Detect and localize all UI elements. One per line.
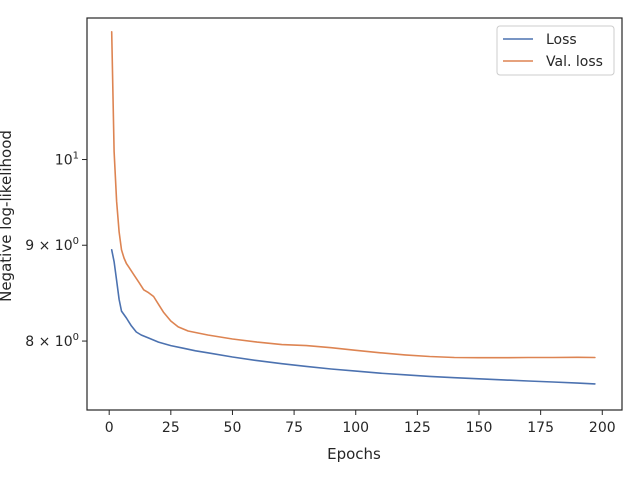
legend-label: Loss bbox=[546, 32, 577, 48]
y-tick-mantissa: 10 bbox=[55, 153, 73, 169]
x-tick-label: 200 bbox=[589, 420, 616, 436]
x-tick-label: 50 bbox=[224, 420, 242, 436]
series-line-0 bbox=[110, 249, 596, 385]
y-tick-label: 9 × 100 bbox=[25, 236, 79, 254]
y-tick-label: 101 bbox=[55, 151, 79, 169]
y-tick-mantissa: 8 × 10 bbox=[25, 334, 72, 350]
x-tick-label: 25 bbox=[162, 420, 180, 436]
x-tick-label: 100 bbox=[342, 420, 369, 436]
x-axis-title: Epochs bbox=[327, 445, 381, 463]
y-axis-title: Negative log-likelihood bbox=[0, 130, 15, 302]
x-axis: 0 25 50 75 100 125 150 175 200 bbox=[105, 410, 616, 436]
legend-label: Val. loss bbox=[546, 54, 603, 70]
x-tick-label: 0 bbox=[105, 420, 114, 436]
y-tick-mantissa: 9 × 10 bbox=[25, 238, 72, 254]
x-tick-label: 75 bbox=[285, 420, 303, 436]
y-tick-exponent: 1 bbox=[73, 151, 79, 162]
legend: Loss Val. loss bbox=[496, 25, 615, 76]
x-tick-label: 175 bbox=[527, 420, 554, 436]
plot-frame bbox=[86, 17, 623, 411]
series-lines bbox=[110, 30, 596, 385]
x-tick-label: 125 bbox=[404, 420, 431, 436]
series-line-1 bbox=[110, 30, 596, 359]
y-tick-exponent: 0 bbox=[73, 236, 79, 247]
y-tick-exponent: 0 bbox=[73, 332, 79, 343]
x-tick-label: 150 bbox=[466, 420, 493, 436]
y-tick-label: 8 × 100 bbox=[25, 332, 79, 350]
